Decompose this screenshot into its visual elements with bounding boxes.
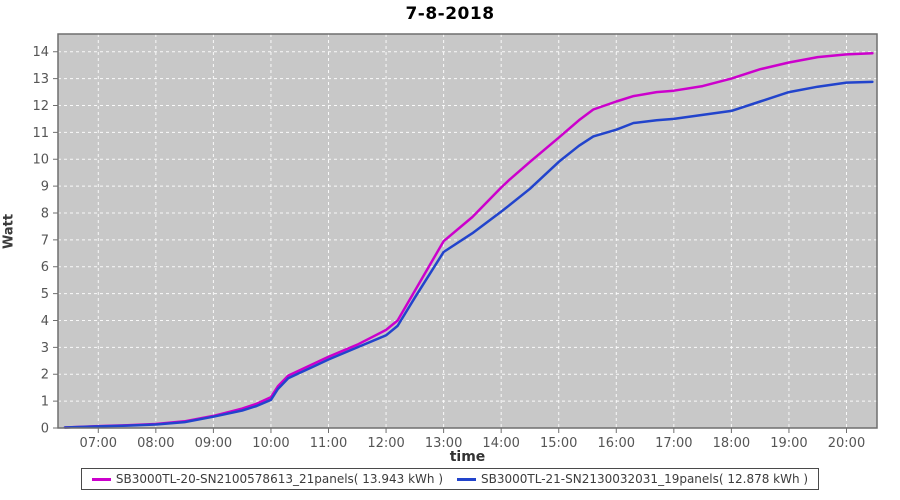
x-tick-label: 14:00 (482, 436, 519, 451)
y-tick-label: 8 (41, 206, 49, 221)
x-tick-label: 20:00 (828, 436, 865, 451)
series-line-1 (63, 80, 874, 429)
x-axis-title: time (449, 449, 486, 465)
y-tick-label: 1 (41, 395, 49, 410)
y-tick-label: 4 (41, 314, 49, 329)
y-tick-label: 12 (32, 99, 49, 114)
plot-border (57, 33, 878, 429)
x-tick-label: 08:00 (137, 436, 174, 451)
x-tick-label: 13:00 (425, 436, 462, 451)
y-axis-title: Watt (1, 213, 17, 250)
chart-title: 7-8-2018 (405, 4, 495, 24)
y-tick-label: 10 (32, 153, 49, 168)
x-tick-label: 07:00 (80, 436, 117, 451)
legend-label-inverter-20: SB3000TL-20-SN2100578613_21panels( 13.94… (115, 472, 443, 486)
x-tick-label: 17:00 (655, 436, 692, 451)
y-tick-label: 6 (41, 260, 49, 275)
legend-swatch-magenta-line (91, 477, 111, 481)
y-tick-label: 5 (41, 287, 49, 302)
y-tick-label: 0 (41, 422, 49, 437)
y-tick-label: 9 (41, 180, 49, 195)
legend-item-inverter-20: SB3000TL-20-SN2100578613_21panels( 13.94… (91, 472, 443, 486)
x-tick-label: 19:00 (770, 436, 807, 451)
series-line-0 (63, 52, 874, 429)
legend-swatch-blue-line (457, 477, 476, 481)
x-tick-label: 18:00 (713, 436, 750, 451)
x-tick-label: 15:00 (540, 436, 577, 451)
legend: SB3000TL-20-SN2100578613_21panels( 13.94… (0, 468, 900, 490)
legend-box: SB3000TL-20-SN2100578613_21panels( 13.94… (80, 468, 820, 490)
y-tick-label: 13 (32, 72, 49, 87)
y-tick-label: 11 (32, 126, 49, 141)
x-tick-label: 16:00 (598, 436, 635, 451)
y-tick-label: 2 (41, 368, 49, 383)
plot-area (58, 34, 877, 428)
x-tick-label: 11:00 (310, 436, 347, 451)
legend-item-inverter-21: SB3000TL-21-SN2130032031_19panels( 12.87… (457, 472, 808, 486)
y-tick-label: 3 (41, 341, 49, 356)
y-tick-label: 7 (41, 233, 49, 248)
x-tick-label: 10:00 (252, 436, 289, 451)
x-tick-label: 09:00 (195, 436, 232, 451)
x-tick-label: 12:00 (367, 436, 404, 451)
legend-label-inverter-21: SB3000TL-21-SN2130032031_19panels( 12.87… (481, 472, 809, 486)
y-tick-label: 14 (32, 45, 49, 60)
